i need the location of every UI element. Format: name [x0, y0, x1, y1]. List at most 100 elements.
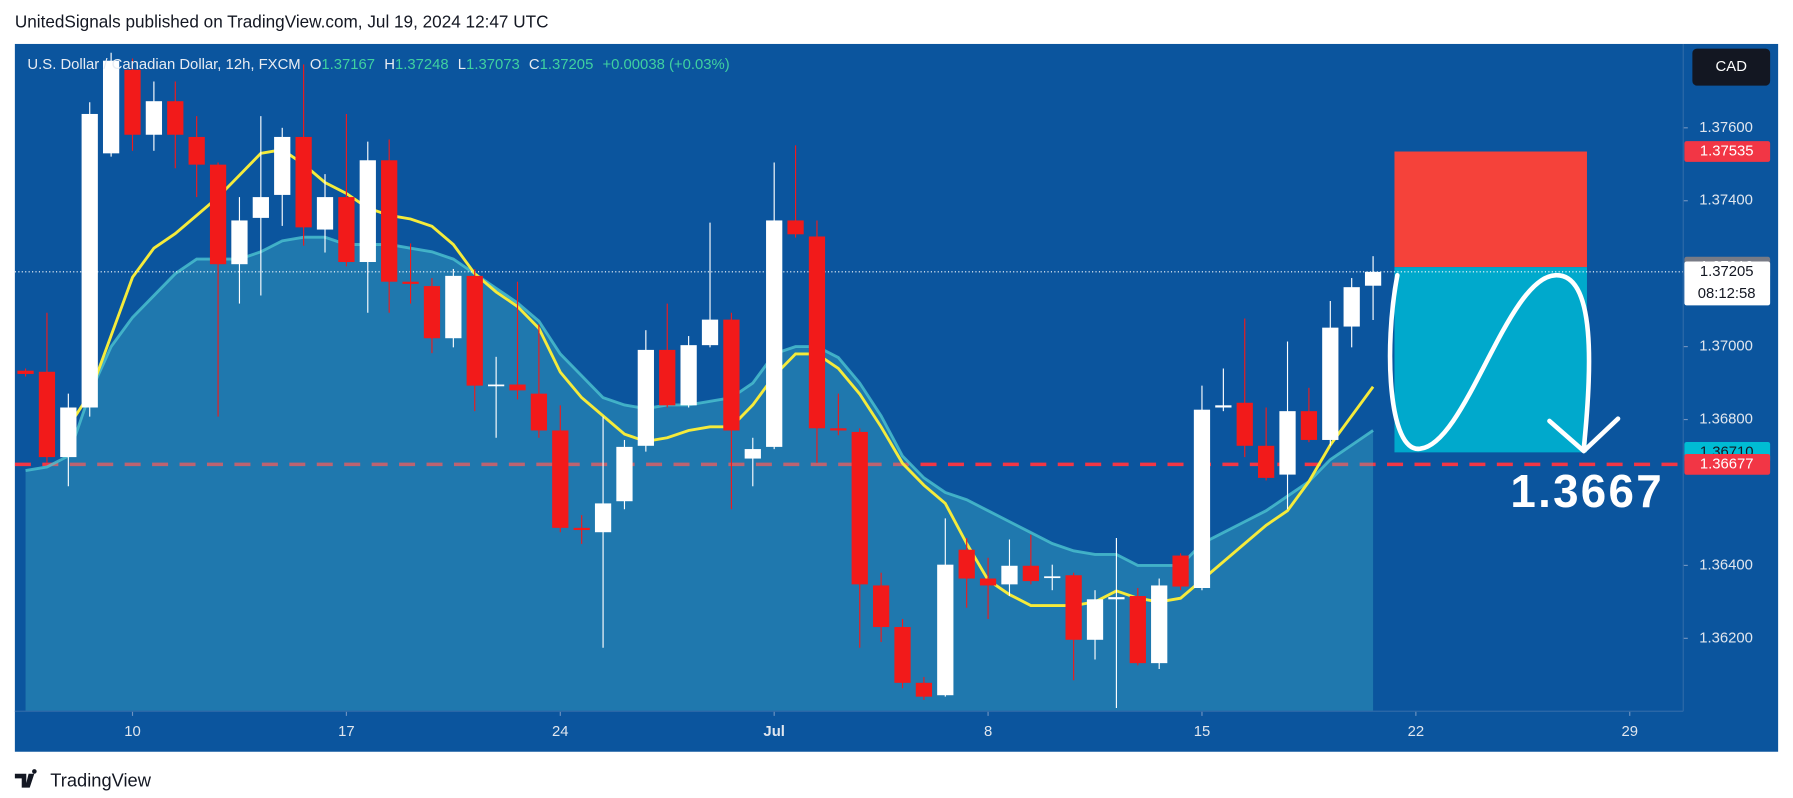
candle-body [637, 349, 654, 446]
annotation: 1.3667 [1510, 465, 1664, 517]
candle-body [1215, 405, 1232, 408]
x-tick-label: Jul [763, 723, 784, 740]
candle-body [487, 384, 505, 387]
ohlc-key: H [384, 56, 395, 73]
ohlc-change: +0.00038 (+0.03%) [602, 56, 729, 73]
candle-body [530, 393, 548, 431]
candle-body [937, 564, 954, 696]
candle-body [1172, 555, 1189, 587]
candle-body [38, 371, 56, 458]
candle-body [1364, 271, 1382, 286]
price-marker-label: 1.37535 [1700, 142, 1754, 159]
candle-body [1001, 565, 1018, 585]
ohlc-key: L [458, 56, 466, 73]
candle-body [1129, 596, 1146, 664]
ohlc-value: 1.37073 [466, 56, 520, 73]
candle-body [231, 220, 248, 265]
y-tick-label: 1.36800 [1699, 410, 1753, 427]
candle-body [1322, 327, 1339, 440]
candle-body [659, 349, 676, 406]
legend: U.S. Dollar / Canadian Dollar, 12h, FXCM… [27, 56, 729, 73]
candle-body [1086, 599, 1104, 640]
candle-body [1108, 597, 1125, 600]
price-marker-label: 1.37205 [1700, 263, 1754, 280]
candle-body [552, 430, 569, 528]
logo-icon [14, 769, 37, 788]
ohlc-values: O1.37167 H1.37248 L1.37073 C1.37205 +0.00038… [310, 56, 730, 73]
x-tick-label: 22 [1408, 723, 1425, 740]
y-tick-label: 1.37000 [1699, 338, 1753, 355]
candle-body [60, 407, 77, 458]
candle-body [167, 101, 184, 135]
candle-body [1236, 402, 1253, 446]
x-tick-label: 10 [124, 723, 141, 740]
symbol-title: U.S. Dollar / Canadian Dollar, 12h, FXCM [27, 56, 300, 73]
candle-body [830, 428, 847, 431]
candle-body [1300, 411, 1318, 440]
candle-body [1258, 445, 1275, 478]
candle-body [915, 682, 933, 697]
currency-label[interactable]: CAD [1716, 58, 1748, 75]
x-tick-label: 24 [552, 723, 569, 740]
candle-body [979, 578, 997, 586]
candle-body [81, 113, 98, 408]
candle-body [124, 69, 141, 135]
y-tick-label: 1.37600 [1699, 119, 1753, 136]
candle-body [894, 627, 911, 683]
candle-body [188, 136, 205, 165]
candle-body [1193, 409, 1211, 589]
candle-body [1022, 565, 1039, 582]
publish-header: UnitedSignals published on TradingView.c… [15, 12, 549, 32]
price-marker-bg [1684, 453, 1771, 475]
candle-body [594, 503, 612, 533]
hand-drawn-arrow [1387, 272, 1621, 454]
candle-body [316, 197, 334, 230]
candle-body [209, 164, 227, 265]
candle-body [808, 236, 826, 429]
candle-body [17, 370, 34, 374]
stop-zone [1394, 151, 1587, 268]
overlay-line [25, 235, 1374, 567]
countdown: 08:12:58 [1698, 285, 1756, 302]
candle-body [295, 136, 312, 228]
candle-body [701, 319, 719, 346]
price-marker-bg [1684, 141, 1771, 162]
ohlc-key: C [529, 56, 540, 73]
candle-body [402, 281, 419, 284]
candle-body [680, 345, 697, 406]
ohlc-value: 1.37205 [540, 56, 594, 73]
y-tick-label: 1.36400 [1699, 556, 1753, 573]
candle-body [787, 220, 804, 235]
candle-body [744, 449, 761, 459]
candle-body [1065, 575, 1082, 640]
candle-body [1279, 411, 1296, 475]
candle-body [573, 527, 590, 531]
candle-body [1343, 287, 1360, 327]
candle-body [252, 197, 269, 218]
candle-body [274, 136, 291, 195]
x-tick-label: 29 [1621, 723, 1638, 740]
tradingview-logo: TradingView [14, 769, 152, 791]
candle-body [466, 275, 483, 386]
x-tick-label: 17 [338, 723, 355, 740]
candle-body [423, 286, 441, 339]
candle-body [723, 319, 740, 431]
candle-body [381, 160, 398, 282]
candle-body [445, 275, 462, 339]
candle-body [1151, 585, 1168, 664]
candle-body [145, 101, 163, 135]
x-tick-label: 15 [1194, 723, 1211, 740]
plot-layer [14, 52, 1684, 712]
overlay-area [25, 237, 1374, 712]
x-tick-label: 8 [984, 723, 992, 740]
currency-button[interactable] [1692, 48, 1771, 86]
y-tick-label: 1.37400 [1699, 192, 1753, 209]
plot: 1.3667 1.37600 1.37400 1.37000 1.36800 1.3640… [14, 43, 1771, 740]
candle-body [102, 60, 120, 154]
price-marker-label: 1.36677 [1700, 455, 1754, 472]
target-zone [1394, 267, 1587, 453]
candle-body [359, 160, 376, 263]
ohlc-key: O [310, 56, 322, 73]
candle-body [958, 549, 975, 579]
candle-body [873, 585, 890, 628]
